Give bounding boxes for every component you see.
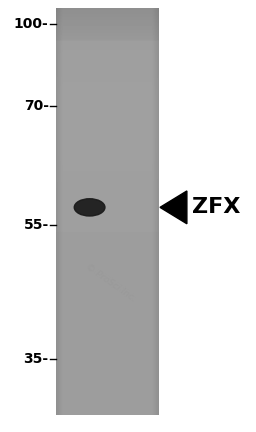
Text: 100-: 100- xyxy=(14,17,49,31)
Text: 55-: 55- xyxy=(23,218,49,232)
Text: 35-: 35- xyxy=(24,352,49,365)
Text: 70-: 70- xyxy=(24,99,49,113)
Ellipse shape xyxy=(74,199,105,216)
Polygon shape xyxy=(160,191,187,224)
Text: © ProSci Inc.: © ProSci Inc. xyxy=(83,262,137,304)
Text: ZFX: ZFX xyxy=(192,197,240,217)
